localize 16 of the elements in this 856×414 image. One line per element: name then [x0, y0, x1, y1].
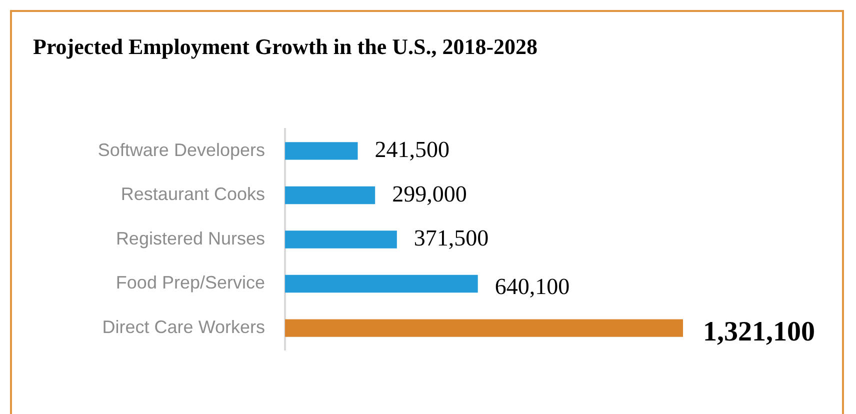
data-label: 371,500	[414, 226, 489, 251]
data-label: 640,100	[494, 274, 570, 299]
y-tick-label: Software Developers	[98, 140, 265, 160]
data-label: 299,000	[392, 181, 467, 206]
data-label: 1,321,100	[703, 316, 815, 348]
bar	[285, 274, 478, 293]
bar	[285, 142, 358, 160]
bar	[285, 186, 376, 204]
y-tick-label: Registered Nurses	[116, 228, 265, 248]
y-tick-label: Restaurant Cooks	[120, 184, 265, 204]
bar	[285, 230, 397, 248]
bar	[285, 319, 683, 337]
y-tick-label: Food Prep/Service	[116, 272, 265, 293]
data-label: 241,500	[374, 136, 450, 162]
chart-title: Projected Employment Growth in the U.S., 2018-2028	[33, 34, 538, 60]
y-tick-label: Direct Care Workers	[102, 317, 265, 338]
